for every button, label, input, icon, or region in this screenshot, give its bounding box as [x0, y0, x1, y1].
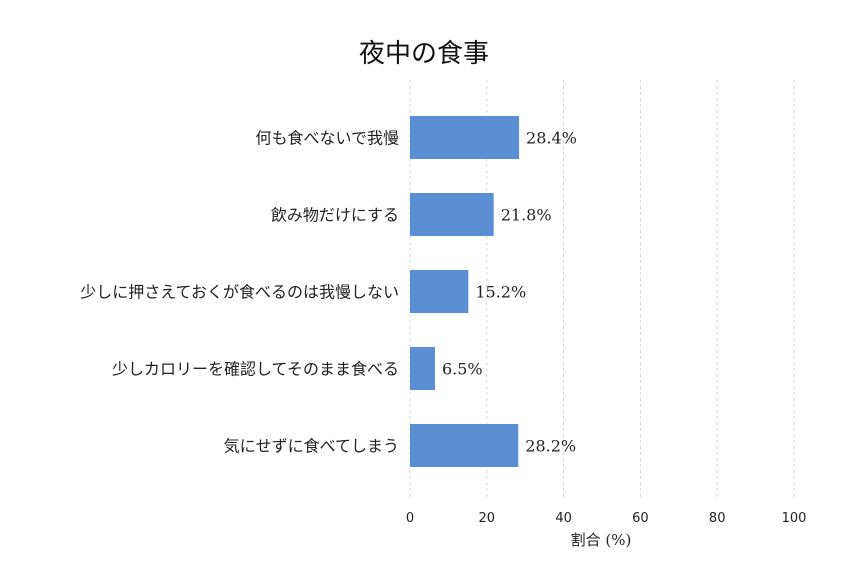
chart-title: 夜中の食事 — [359, 39, 489, 69]
value-label: 28.4% — [526, 129, 577, 148]
category-label: 少しカロリーを確認してそのまま食べる — [112, 360, 399, 379]
category-labels: 何も食べないで我慢飲み物だけにする少しに押さえておくが食べるのは我慢しない少しカ… — [80, 129, 399, 456]
x-tick-label: 40 — [555, 511, 572, 526]
x-tick-label: 20 — [479, 511, 496, 526]
x-axis-ticks: 0 20 40 60 80 100 — [406, 511, 807, 526]
x-tick-label: 60 — [632, 511, 649, 526]
bars — [410, 116, 520, 467]
value-labels: 28.4% 21.8% 15.2% 6.5% 28.2% — [442, 129, 577, 456]
value-label: 28.2% — [525, 437, 576, 456]
category-label: 少しに押さえておくが食べるのは我慢しない — [80, 283, 399, 302]
value-label: 21.8% — [501, 206, 552, 225]
bar — [410, 347, 435, 390]
bar — [410, 424, 519, 467]
category-label: 気にせずに食べてしまう — [224, 437, 399, 456]
x-tick-label: 100 — [782, 511, 807, 526]
bar — [410, 116, 520, 159]
x-axis-label: 割合 (%) — [571, 531, 632, 549]
bar — [410, 193, 494, 236]
value-label: 6.5% — [442, 360, 483, 379]
value-label: 15.2% — [475, 283, 526, 302]
category-label: 何も食べないで我慢 — [255, 129, 399, 148]
x-tick-label: 80 — [709, 511, 726, 526]
category-label: 飲み物だけにする — [271, 206, 399, 225]
x-tick-label: 0 — [406, 511, 414, 526]
bar — [410, 270, 469, 313]
